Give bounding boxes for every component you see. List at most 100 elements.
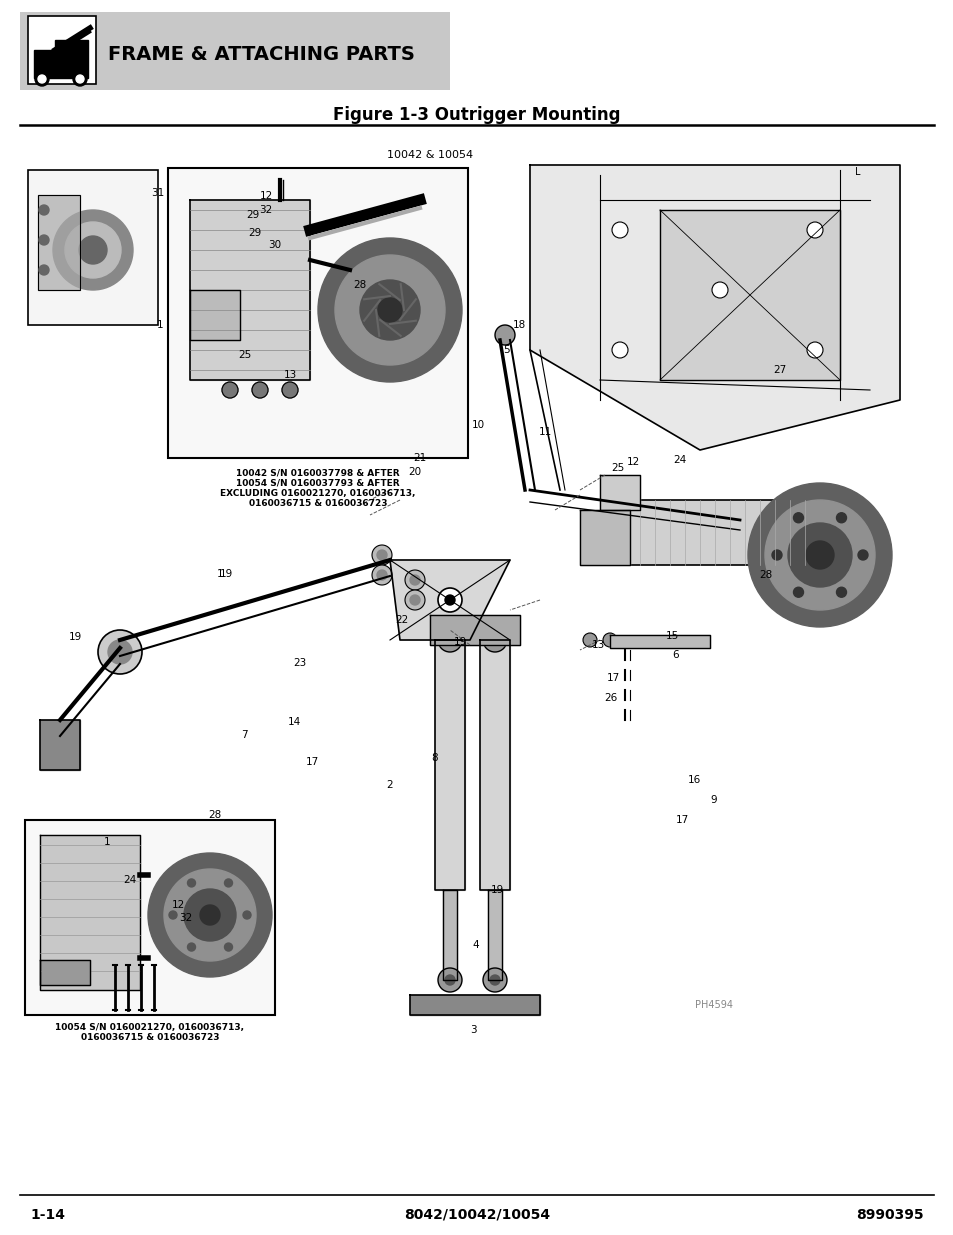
Text: 28: 28 (208, 810, 221, 820)
Text: 22: 22 (395, 615, 408, 625)
Circle shape (747, 483, 891, 627)
Circle shape (410, 576, 419, 585)
Circle shape (437, 588, 461, 613)
Polygon shape (609, 635, 709, 648)
Circle shape (38, 75, 46, 83)
Circle shape (39, 235, 49, 245)
Text: 27: 27 (773, 366, 786, 375)
Circle shape (98, 630, 142, 674)
Circle shape (405, 590, 424, 610)
Bar (25, 820, 274, 1015)
Circle shape (482, 629, 506, 652)
Text: L: L (854, 167, 860, 177)
Text: 11: 11 (537, 427, 551, 437)
Text: 19: 19 (490, 885, 503, 895)
Bar (168, 168, 468, 458)
Text: 8: 8 (432, 753, 437, 763)
Text: 30: 30 (268, 240, 281, 249)
Text: 32: 32 (179, 913, 193, 923)
Text: 19: 19 (453, 637, 466, 647)
Circle shape (73, 72, 87, 86)
Circle shape (377, 298, 401, 322)
Text: 24: 24 (673, 454, 686, 466)
Text: 8990395: 8990395 (856, 1208, 923, 1221)
Circle shape (764, 500, 874, 610)
Circle shape (35, 72, 49, 86)
Circle shape (188, 879, 195, 887)
Circle shape (602, 634, 617, 647)
Circle shape (793, 587, 802, 598)
Circle shape (359, 280, 419, 340)
Text: Figure 1-3 Outrigger Mounting: Figure 1-3 Outrigger Mounting (333, 106, 620, 124)
Polygon shape (579, 510, 629, 564)
Circle shape (612, 222, 627, 238)
Text: 16: 16 (687, 776, 700, 785)
Polygon shape (38, 195, 80, 290)
Text: 23: 23 (294, 658, 306, 668)
Text: 17: 17 (305, 757, 318, 767)
Bar (619, 500, 820, 564)
Text: 28: 28 (759, 571, 772, 580)
Text: 9: 9 (710, 795, 717, 805)
Text: 17: 17 (606, 673, 619, 683)
Text: 2: 2 (386, 781, 393, 790)
Text: 10: 10 (471, 420, 484, 430)
Text: 19: 19 (219, 569, 233, 579)
Circle shape (53, 210, 132, 290)
Text: 5: 5 (503, 345, 510, 354)
Circle shape (612, 342, 627, 358)
Text: 31: 31 (152, 188, 165, 198)
Circle shape (243, 911, 251, 919)
Text: 7: 7 (240, 730, 247, 740)
Bar (28, 16, 96, 84)
Polygon shape (40, 835, 140, 990)
Circle shape (200, 905, 220, 925)
Circle shape (444, 635, 455, 645)
Text: 15: 15 (664, 631, 678, 641)
Text: PH4594: PH4594 (695, 1000, 732, 1010)
Circle shape (188, 944, 195, 951)
Circle shape (376, 571, 387, 580)
Polygon shape (442, 890, 456, 981)
Circle shape (793, 513, 802, 522)
Polygon shape (659, 210, 840, 380)
Circle shape (76, 75, 84, 83)
Bar (20, 12, 450, 90)
Circle shape (410, 595, 419, 605)
Circle shape (148, 853, 272, 977)
Circle shape (490, 974, 499, 986)
Circle shape (222, 382, 237, 398)
Polygon shape (34, 40, 88, 78)
Circle shape (164, 869, 255, 961)
Circle shape (836, 513, 845, 522)
Circle shape (252, 382, 268, 398)
Text: 13: 13 (283, 370, 296, 380)
Text: 1: 1 (156, 320, 163, 330)
Circle shape (282, 382, 297, 398)
Text: 28: 28 (353, 280, 366, 290)
Polygon shape (390, 559, 510, 640)
Text: 19: 19 (69, 632, 82, 642)
Circle shape (490, 635, 499, 645)
Circle shape (39, 266, 49, 275)
Text: 10054 S/N 0160021270, 0160036713,
0160036715 & 0160036723: 10054 S/N 0160021270, 0160036713, 016003… (55, 1023, 244, 1042)
Circle shape (65, 222, 121, 278)
Polygon shape (435, 640, 464, 890)
Circle shape (582, 634, 597, 647)
Bar (28, 170, 158, 325)
Polygon shape (40, 720, 80, 769)
Polygon shape (599, 475, 639, 510)
Text: 1: 1 (104, 837, 111, 847)
Circle shape (184, 889, 235, 941)
Text: 32: 32 (259, 205, 273, 215)
Polygon shape (410, 995, 539, 1015)
Polygon shape (530, 165, 899, 450)
Polygon shape (430, 615, 519, 645)
Circle shape (376, 550, 387, 559)
Text: 13: 13 (591, 640, 604, 650)
Text: 12: 12 (172, 900, 185, 910)
Polygon shape (190, 200, 310, 380)
Circle shape (317, 238, 461, 382)
Text: 18: 18 (512, 320, 525, 330)
Circle shape (437, 629, 461, 652)
